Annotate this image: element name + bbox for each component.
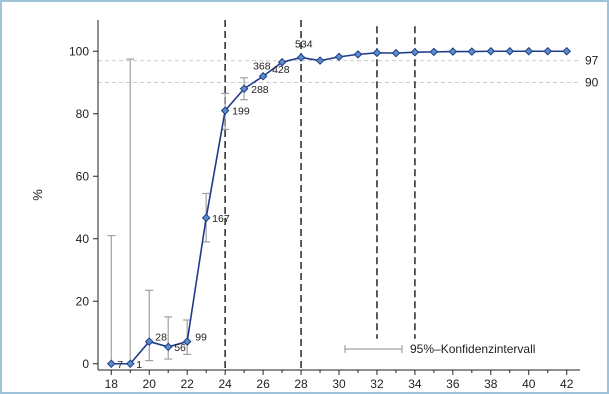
point-label-368: 368	[253, 60, 271, 72]
data-point-27	[277, 57, 287, 67]
y-axis-label: %	[30, 189, 45, 201]
y-tick-label-0: 0	[82, 357, 89, 371]
data-point-33	[391, 48, 401, 58]
x-tick-label-28: 28	[294, 377, 308, 391]
point-label-199: 199	[232, 106, 250, 118]
data-point-25	[239, 84, 249, 94]
data-point-36	[448, 47, 458, 56]
reference-label-97: 97	[585, 54, 599, 68]
data-point-24	[220, 106, 230, 115]
data-point-39	[505, 46, 515, 56]
data-point-22	[182, 337, 192, 346]
reference-lines: 97 90	[98, 54, 599, 90]
data-point-40	[524, 46, 534, 56]
data-point-32	[372, 48, 382, 58]
data-point-26	[258, 71, 268, 81]
x-tick-label-40: 40	[522, 377, 536, 391]
data-point-21	[163, 342, 173, 352]
series	[106, 46, 572, 369]
point-label-167: 167	[212, 213, 230, 225]
data-point-37	[467, 47, 477, 56]
x-tick-label-36: 36	[446, 377, 460, 391]
data-point-19	[125, 359, 135, 369]
confidence-intervals	[107, 58, 249, 365]
data-point-23	[201, 213, 211, 223]
y-tick-label-20: 20	[76, 294, 90, 308]
y-tick-label-60: 60	[76, 169, 90, 183]
point-label-1: 1	[136, 359, 142, 371]
data-point-34	[410, 47, 420, 57]
y-tick-label-100: 100	[69, 44, 89, 58]
point-label-7: 7	[117, 359, 123, 371]
y-tick-label-80: 80	[76, 107, 90, 121]
x-tick-label-26: 26	[256, 377, 270, 391]
y-tick-label-40: 40	[76, 232, 90, 246]
x-tick-label-32: 32	[370, 377, 384, 391]
point-label-534: 534	[295, 39, 313, 51]
x-tick-label-22: 22	[181, 377, 195, 391]
data-point-20	[144, 337, 154, 346]
x-tick-label-20: 20	[143, 377, 157, 391]
series-line	[111, 50, 567, 365]
data-point-35	[429, 47, 439, 57]
axes: 0 20 40 60 80 100 18 20 22 24 26 28 30 32 34 36 38 40 42%	[30, 20, 580, 391]
legend: 95%–Konfidenzintervall	[344, 342, 535, 356]
x-tick-label-24: 24	[218, 377, 232, 391]
x-tick-label-34: 34	[408, 377, 422, 391]
data-point-41	[543, 46, 553, 56]
point-label-28: 28	[155, 332, 167, 344]
x-tick-label-30: 30	[332, 377, 346, 391]
x-tick-label-18: 18	[105, 377, 119, 391]
data-point-18	[106, 359, 116, 369]
point-label-56: 56	[174, 342, 186, 354]
data-point-29	[315, 56, 325, 65]
data-point-31	[353, 50, 363, 59]
legend-label: 95%–Konfidenzintervall	[410, 342, 535, 356]
data-point-28	[296, 53, 306, 62]
x-tick-label-38: 38	[484, 377, 498, 391]
x-tick-label-42: 42	[560, 377, 574, 391]
point-label-428: 428	[272, 64, 290, 76]
point-label-288: 288	[251, 84, 269, 96]
point-label-99: 99	[195, 332, 207, 344]
reference-label-90: 90	[585, 76, 599, 90]
data-point-30	[334, 52, 344, 62]
vertical-lines	[224, 20, 416, 370]
data-point-38	[486, 46, 496, 56]
data-point-42	[562, 46, 572, 56]
